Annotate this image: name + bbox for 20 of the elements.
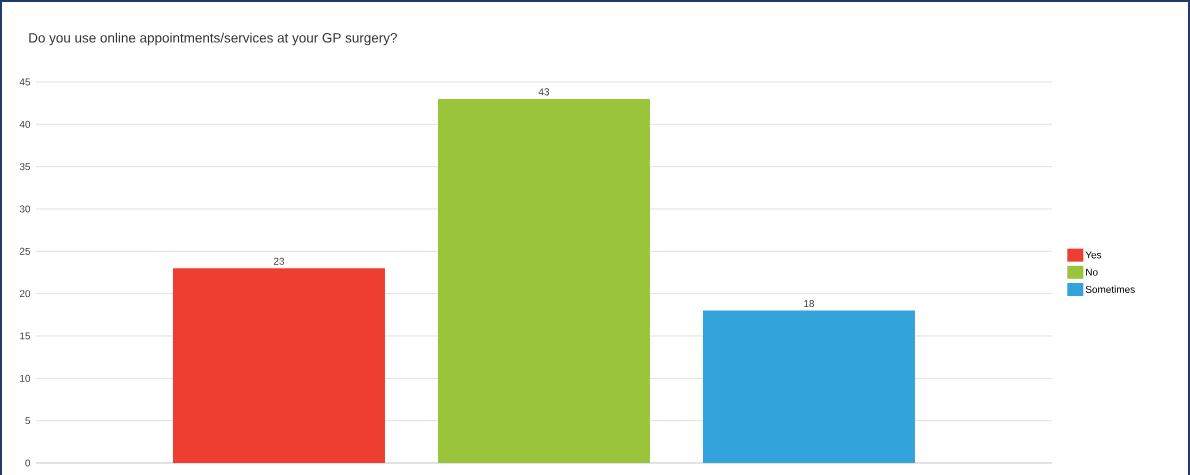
data-label: 23 [273,257,285,265]
y-tick-label: 25 [19,247,31,255]
y-tick-label: 15 [20,332,31,340]
legend-label: Yes [1085,251,1102,259]
y-tick-label: 0 [25,459,31,467]
bar [702,310,915,463]
data-label: 43 [538,88,550,96]
y-tick-label: 35 [19,163,31,171]
y-tick-label: 5 [25,417,31,425]
y-tick-label: 45 [19,78,31,86]
y-tick-label: 40 [19,120,31,128]
legend-label: No [1086,268,1098,276]
y-tick-label: 10 [20,374,31,382]
chart-title: Do you use online appointments/services at your GP surgery? [29,32,397,46]
y-tick-label: 30 [19,205,31,213]
y-tick-label: 20 [19,290,31,298]
bar [172,268,385,463]
data-label: 18 [804,300,815,308]
legend-label: Sometimes [1085,285,1135,293]
bar [437,98,650,463]
